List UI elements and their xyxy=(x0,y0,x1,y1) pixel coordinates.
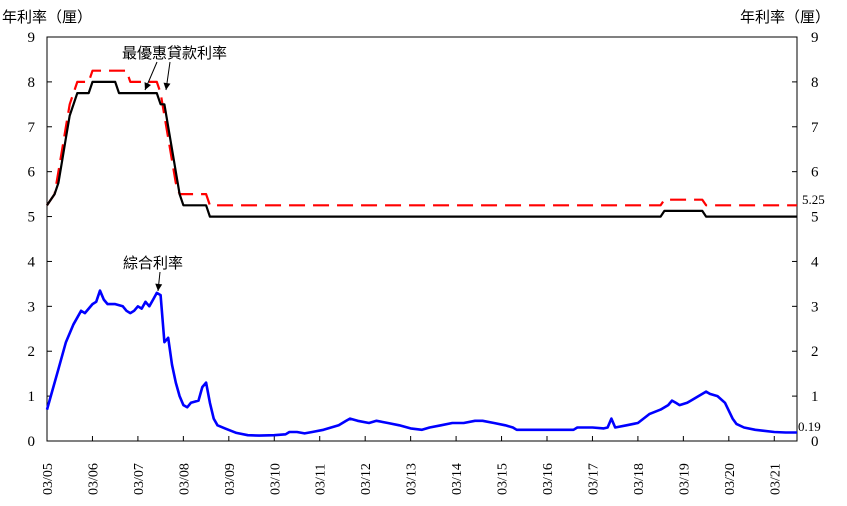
y-tick-label-left: 8 xyxy=(28,75,36,91)
y-tick-label-left: 3 xyxy=(28,299,36,315)
x-tick-label: 03/18 xyxy=(632,463,647,495)
x-tick-label: 03/11 xyxy=(314,464,329,495)
y-tick-label-left: 2 xyxy=(28,344,36,360)
y-tick-label-right: 6 xyxy=(811,165,819,181)
y-tick-label-right: 7 xyxy=(811,120,819,136)
x-tick-label: 03/15 xyxy=(496,463,511,495)
x-tick-label: 03/05 xyxy=(41,463,56,495)
x-tick-label: 03/16 xyxy=(541,463,556,495)
composite-series-end-label: 0.19 xyxy=(798,419,821,434)
y-tick-label-left: 0 xyxy=(28,434,36,450)
y-tick-label-right: 5 xyxy=(811,210,819,226)
axes: 0 0 1 1 2 2 3 3 4 4 5 5 6 6 7 7 8 8 9 9 03/05 03/06 03/07 03/08… xyxy=(28,30,820,495)
y-tick-label-left: 9 xyxy=(28,30,36,46)
right-y-unit-label: 年利率（厘） xyxy=(740,9,830,26)
series-line-prime_red xyxy=(46,69,797,207)
y-tick-label-left: 4 xyxy=(28,254,36,270)
y-tick-label-right: 8 xyxy=(811,75,819,91)
composite-rate-annotation: 綜合利率 xyxy=(123,255,183,272)
y-tick-label-right: 0 xyxy=(811,434,819,450)
composite-arrow xyxy=(155,271,163,292)
y-tick-label-left: 6 xyxy=(28,165,36,181)
prime-arrow-right xyxy=(163,61,171,91)
y-tick-label-right: 4 xyxy=(811,254,819,270)
x-tick-label: 03/21 xyxy=(768,463,783,495)
red-series-end-label: 5.25 xyxy=(802,192,825,207)
series-layer xyxy=(45,69,797,437)
y-tick-label-right: 3 xyxy=(811,299,819,315)
prime-arrow-left xyxy=(144,61,158,91)
x-tick-label: 03/07 xyxy=(132,463,147,495)
x-tick-label: 03/10 xyxy=(268,463,283,495)
x-tick-label: 03/17 xyxy=(586,463,601,495)
y-tick-label-left: 7 xyxy=(28,120,36,136)
x-tick-label: 03/09 xyxy=(223,463,238,495)
y-tick-label-right: 2 xyxy=(811,344,819,360)
x-tick-label: 03/08 xyxy=(177,463,192,495)
left-y-unit-label: 年利率（厘） xyxy=(2,9,92,26)
x-tick-label: 03/19 xyxy=(677,463,692,495)
prime-rate-annotation: 最優惠貸款利率 xyxy=(122,45,227,62)
x-tick-label: 03/06 xyxy=(86,463,101,495)
annotation-layer: 最優惠貸款利率 綜合利率 5.25 0.19 xyxy=(122,45,825,434)
plot-frame xyxy=(46,36,798,442)
x-tick-label: 03/12 xyxy=(359,463,374,495)
series-line-composite xyxy=(45,289,797,437)
x-tick-label: 03/14 xyxy=(450,463,465,495)
series-line-prime_black xyxy=(46,80,797,218)
y-tick-label-right: 9 xyxy=(811,30,819,46)
x-tick-label: 03/20 xyxy=(723,463,738,495)
x-tick-label: 03/13 xyxy=(405,463,420,495)
y-tick-label-right: 1 xyxy=(811,389,819,405)
y-tick-label-left: 5 xyxy=(28,210,36,226)
y-tick-label-left: 1 xyxy=(28,389,36,405)
